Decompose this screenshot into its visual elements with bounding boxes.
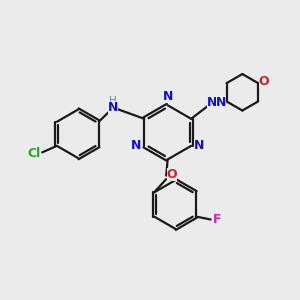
Text: N: N [207, 96, 217, 109]
Text: N: N [163, 91, 173, 103]
Text: N: N [194, 140, 205, 152]
Text: H: H [110, 96, 117, 106]
Text: Cl: Cl [27, 147, 40, 160]
Text: N: N [216, 96, 226, 110]
Text: O: O [259, 75, 269, 88]
Text: N: N [131, 140, 141, 152]
Text: F: F [213, 213, 221, 226]
Text: O: O [167, 168, 177, 181]
Text: N: N [108, 101, 119, 114]
